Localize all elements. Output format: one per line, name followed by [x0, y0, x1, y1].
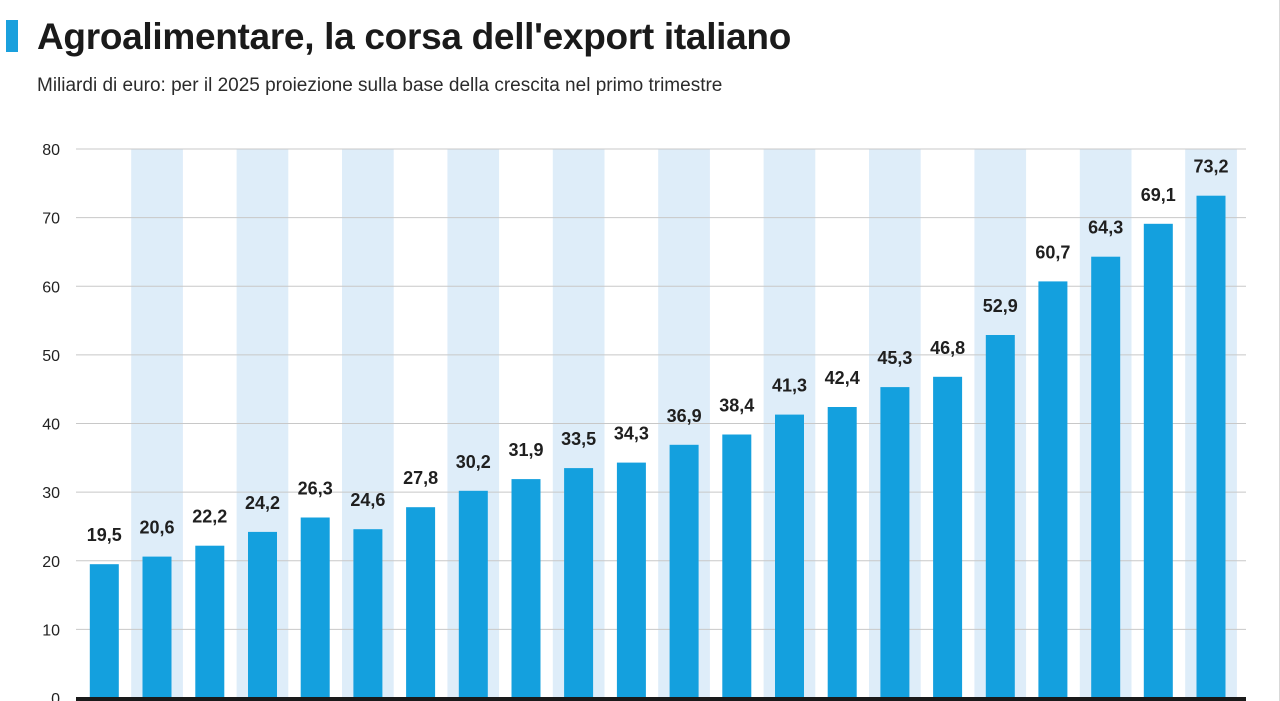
bar [248, 531, 277, 698]
bar [1196, 195, 1226, 698]
y-tick-label: 60 [42, 279, 60, 296]
bar [827, 407, 857, 698]
bar-value-label: 42,4 [825, 368, 860, 388]
bar-value-label: 24,2 [245, 493, 280, 513]
bar [564, 468, 594, 698]
bar-value-label: 73,2 [1193, 157, 1228, 177]
bar [195, 545, 225, 698]
bar [300, 517, 330, 698]
bar [1091, 256, 1121, 698]
bar [458, 490, 488, 698]
bar-value-label: 64,3 [1088, 218, 1123, 238]
y-tick-label: 40 [42, 417, 60, 434]
y-tick-label: 50 [42, 348, 60, 365]
bar [669, 444, 699, 698]
bar [985, 335, 1015, 698]
bar-value-label: 24,6 [350, 490, 385, 510]
bar-value-label: 27,8 [403, 468, 438, 488]
bar [353, 529, 383, 698]
bar [616, 462, 646, 698]
bar-value-label: 38,4 [719, 396, 754, 416]
bar [722, 434, 752, 698]
bar [880, 387, 910, 698]
bar-value-label: 34,3 [614, 424, 649, 444]
bar-value-label: 45,3 [877, 348, 912, 368]
bar-value-label: 19,5 [87, 525, 122, 545]
y-tick-label: 80 [42, 142, 60, 159]
bar [775, 414, 804, 698]
bar-value-label: 30,2 [456, 452, 491, 472]
y-tick-label: 30 [42, 485, 60, 502]
bar-value-label: 46,8 [930, 338, 965, 358]
bar [406, 507, 436, 698]
bar [511, 479, 541, 698]
bar [1143, 223, 1173, 699]
chart-subtitle: Miliardi di euro: per il 2025 proiezione… [37, 75, 723, 96]
bar [1038, 281, 1068, 698]
bar-value-label: 36,9 [667, 406, 702, 426]
y-tick-label: 20 [42, 554, 60, 571]
bar-value-label: 33,5 [561, 429, 596, 449]
bar-value-label: 41,3 [772, 376, 807, 396]
bar-value-label: 60,7 [1035, 242, 1070, 262]
bar [142, 556, 172, 698]
y-tick-label: 0 [51, 691, 60, 701]
bar-value-label: 52,9 [983, 296, 1018, 316]
bar-value-label: 22,2 [192, 507, 227, 527]
bar [933, 376, 963, 698]
chart-title: Agroalimentare, la corsa dell'export ita… [37, 16, 792, 57]
bar-value-label: 20,6 [139, 518, 174, 538]
bar [89, 564, 119, 698]
y-tick-label: 70 [42, 211, 60, 228]
bar-value-label: 69,1 [1141, 185, 1176, 205]
bar-value-label: 26,3 [298, 479, 333, 499]
title-accent-bar [6, 20, 18, 52]
y-tick-label: 10 [42, 622, 60, 639]
bar-value-label: 31,9 [508, 440, 543, 460]
